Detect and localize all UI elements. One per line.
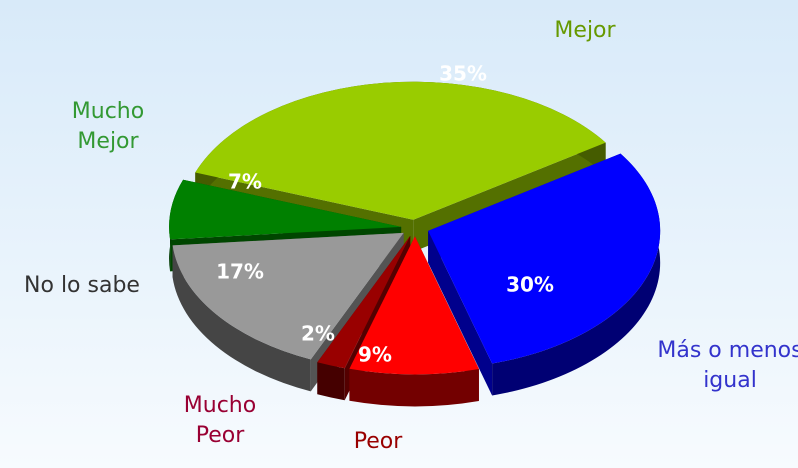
slice xyxy=(349,236,479,375)
slice xyxy=(172,232,404,360)
category-label: Más o menos igual xyxy=(657,338,798,393)
slice xyxy=(195,81,606,220)
category-label: Mucho Mejor xyxy=(71,99,145,154)
category-label: Mucho Peor xyxy=(183,393,257,448)
data-label: 30% xyxy=(506,273,554,297)
category-label: Peor xyxy=(353,429,403,454)
data-label: 9% xyxy=(358,343,392,367)
slice xyxy=(317,235,411,369)
category-label: Mejor xyxy=(554,18,616,43)
slice xyxy=(169,179,402,240)
data-label: 17% xyxy=(216,260,264,284)
category-label: No lo sabe xyxy=(24,273,140,298)
slice-side xyxy=(317,362,345,401)
data-label: 35% xyxy=(439,62,487,86)
slice xyxy=(428,153,661,364)
slice-edge xyxy=(428,230,493,396)
slice-side xyxy=(172,245,311,392)
slice-side xyxy=(349,368,479,407)
data-label: 7% xyxy=(228,170,262,194)
slice-side xyxy=(492,153,661,396)
data-label: 2% xyxy=(301,322,335,346)
